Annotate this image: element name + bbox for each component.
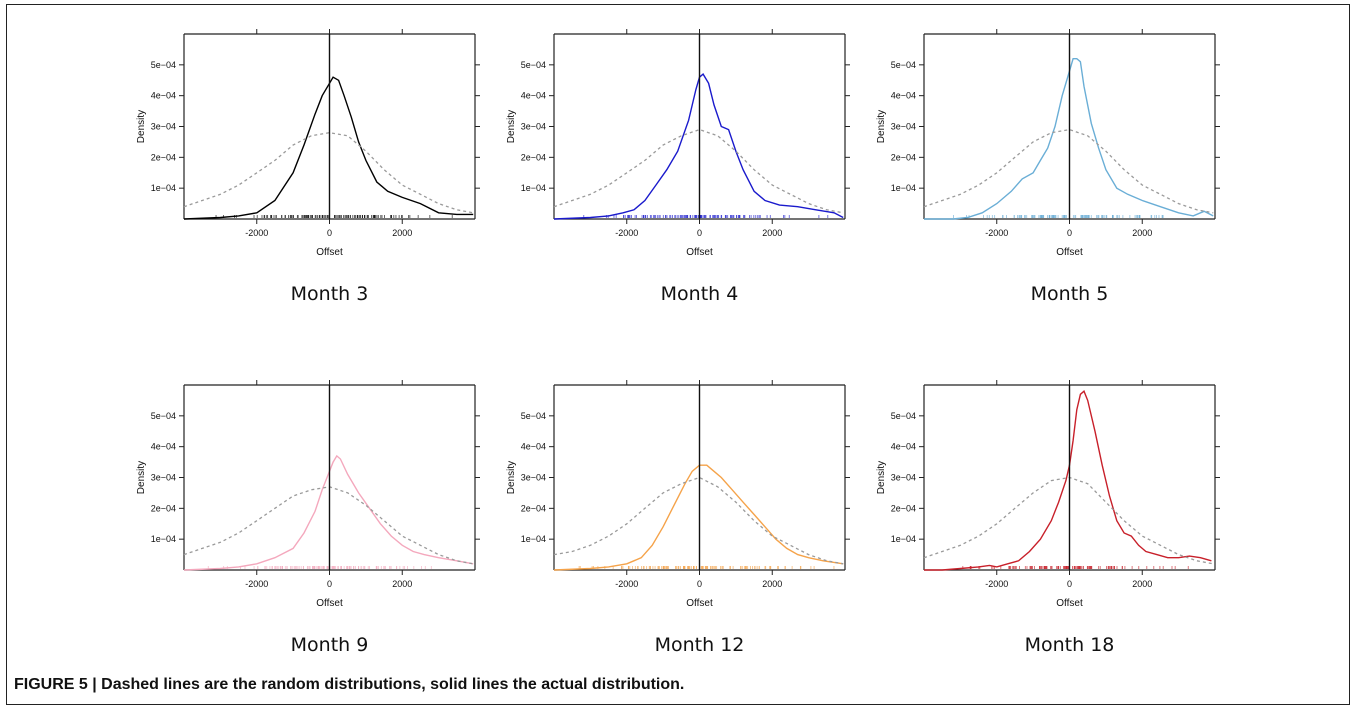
y-tick-label: 2e−04	[151, 503, 176, 513]
random-distribution-line	[183, 486, 474, 565]
actual-distribution-line	[553, 73, 844, 220]
x-axis-label: Offset	[1056, 598, 1083, 609]
panel-title: Month 18	[1025, 634, 1115, 656]
y-tick-label: 1e−04	[891, 534, 916, 544]
actual-distribution-line	[183, 76, 474, 220]
chart-panel: 1e−04 2e−04 3e−04 4e−04 5e−04 -2000 0 2000 Offse…	[506, 29, 850, 305]
x-tick-label: 0	[697, 228, 702, 238]
x-tick-label: -2000	[985, 228, 1008, 238]
panel-title: Month 3	[291, 283, 369, 305]
x-tick-label: 2000	[1132, 228, 1152, 238]
x-tick-label: -2000	[615, 579, 638, 589]
x-axis-label: Offset	[686, 247, 713, 258]
actual-distribution-line	[924, 390, 1212, 571]
y-tick-label: 1e−04	[891, 183, 916, 193]
figure-frame	[6, 4, 1350, 705]
x-tick-label: -2000	[245, 228, 268, 238]
y-tick-label: 2e−04	[521, 503, 546, 513]
actual-distribution-line	[924, 58, 1214, 220]
y-tick-label: 3e−04	[521, 473, 546, 483]
y-axis-label: Density	[876, 110, 887, 143]
y-tick-label: 5e−04	[891, 411, 916, 421]
y-axis-label: Density	[136, 461, 147, 494]
x-tick-label: 0	[1067, 228, 1072, 238]
x-tick-label: 0	[697, 579, 702, 589]
x-axis-label: Offset	[316, 247, 343, 258]
panel-title: Month 5	[1031, 283, 1109, 305]
x-tick-label: -2000	[615, 228, 638, 238]
y-tick-label: 4e−04	[891, 442, 916, 452]
x-tick-label: 2000	[762, 228, 782, 238]
random-distribution-line	[183, 132, 474, 214]
y-axis-label: Density	[506, 461, 517, 494]
random-distribution-line	[553, 476, 844, 565]
panel-title: Month 4	[661, 283, 739, 305]
y-tick-label: 5e−04	[151, 411, 176, 421]
y-tick-label: 4e−04	[891, 91, 916, 101]
y-tick-label: 3e−04	[891, 122, 916, 132]
y-tick-label: 2e−04	[891, 152, 916, 162]
chart-panel: 1e−04 2e−04 3e−04 4e−04 5e−04 -2000 0 2000 Offse…	[876, 380, 1220, 656]
x-tick-label: 2000	[392, 228, 412, 238]
y-axis-label: Density	[876, 461, 887, 494]
y-tick-label: 3e−04	[521, 122, 546, 132]
chart-panel: 1e−04 2e−04 3e−04 4e−04 5e−04 -2000 0 2000 Offse…	[136, 380, 480, 656]
x-axis-label: Offset	[686, 598, 713, 609]
y-axis-label: Density	[136, 110, 147, 143]
panel-title: Month 12	[655, 634, 745, 656]
y-tick-label: 5e−04	[521, 411, 546, 421]
y-tick-label: 1e−04	[151, 183, 176, 193]
y-tick-label: 4e−04	[521, 442, 546, 452]
y-tick-label: 5e−04	[521, 60, 546, 70]
chart-panel: 1e−04 2e−04 3e−04 4e−04 5e−04 -2000 0 2000 Offse…	[876, 29, 1220, 305]
y-tick-label: 2e−04	[891, 503, 916, 513]
y-tick-label: 5e−04	[151, 60, 176, 70]
y-tick-label: 4e−04	[151, 442, 176, 452]
x-tick-label: 0	[1067, 579, 1072, 589]
y-tick-label: 3e−04	[151, 122, 176, 132]
y-tick-label: 2e−04	[521, 152, 546, 162]
y-tick-label: 1e−04	[521, 183, 546, 193]
x-tick-label: 2000	[762, 579, 782, 589]
random-distribution-line	[923, 128, 1214, 214]
random-distribution-line	[553, 128, 844, 214]
x-tick-label: 0	[327, 228, 332, 238]
random-distribution-line	[923, 476, 1214, 565]
y-tick-label: 5e−04	[891, 60, 916, 70]
x-axis-label: Offset	[1056, 247, 1083, 258]
y-tick-label: 3e−04	[151, 473, 176, 483]
y-tick-label: 1e−04	[151, 534, 176, 544]
chart-panel: 1e−04 2e−04 3e−04 4e−04 5e−04 -2000 0 2000 Offse…	[506, 380, 850, 656]
x-tick-label: 0	[327, 579, 332, 589]
actual-distribution-line	[553, 464, 844, 571]
y-axis-label: Density	[506, 110, 517, 143]
panel-title: Month 9	[291, 634, 369, 656]
x-tick-label: -2000	[245, 579, 268, 589]
y-tick-label: 3e−04	[891, 473, 916, 483]
x-tick-label: 2000	[392, 579, 412, 589]
y-tick-label: 2e−04	[151, 152, 176, 162]
figure-caption: FIGURE 5 | Dashed lines are the random d…	[14, 676, 685, 693]
x-tick-label: -2000	[985, 579, 1008, 589]
y-tick-label: 4e−04	[521, 91, 546, 101]
y-tick-label: 1e−04	[521, 534, 546, 544]
y-tick-label: 4e−04	[151, 91, 176, 101]
x-axis-label: Offset	[316, 598, 343, 609]
chart-panel: 1e−04 2e−04 3e−04 4e−04 5e−04 -2000 0 2000 Offse…	[136, 29, 480, 305]
x-tick-label: 2000	[1132, 579, 1152, 589]
actual-distribution-line	[183, 454, 474, 571]
